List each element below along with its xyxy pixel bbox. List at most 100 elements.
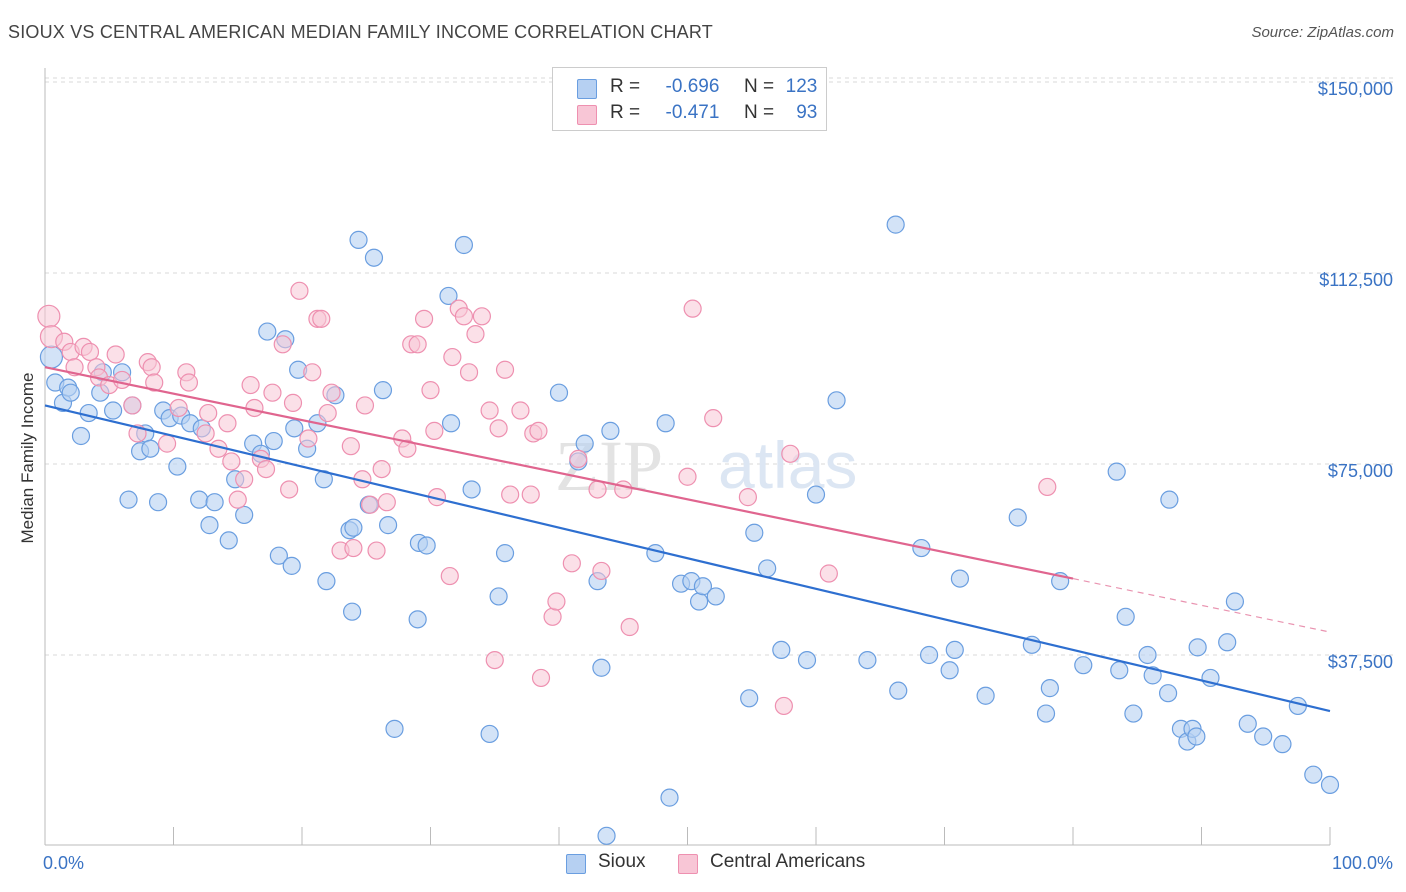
central-americans-point [511,401,530,420]
sioux-point [1143,666,1162,685]
sioux-point [950,569,970,588]
sioux-point [693,577,713,596]
sioux-point [282,556,301,575]
sioux-point [190,490,209,509]
central-americans-point [299,429,318,448]
central-americans-point [421,381,440,400]
sioux-point [417,536,436,555]
sioux-points [39,215,1340,845]
sioux-point [79,403,98,423]
central-americans-point [454,307,474,326]
sioux-trend-line [44,404,1331,713]
central-americans-point [614,480,633,499]
central-americans-point [1038,477,1057,497]
x-tick-label-min: 0.0% [43,853,84,873]
x-tick-label-max: 100.0% [1332,853,1393,873]
sioux-point [1158,684,1178,703]
sioux-point [976,686,995,705]
central-americans-point [123,396,142,415]
central-americans-point [196,424,215,443]
central-americans-point [543,607,562,626]
y-tick-label: $150,000 [1318,79,1393,99]
watermark-atlas: atlas [718,428,857,502]
sioux-point [378,516,398,535]
central-americans-point [501,485,520,504]
sioux-legend-label: Sioux [598,851,646,872]
central-americans-swatch [577,105,597,125]
legend-n-label: N = [743,102,775,123]
central-americans-point [37,304,61,328]
central-americans-point [466,325,485,344]
sioux-point [827,391,846,410]
sioux-point [258,322,277,341]
sioux-point [219,531,238,550]
central-americans-point [408,335,427,354]
chart-source: Source: ZipAtlas.com [1251,24,1394,41]
y-tick-label: $112,500 [1319,270,1393,290]
central-americans-point [318,403,337,423]
y-axis-label: Median Family Income [18,372,37,543]
sioux-point [689,592,709,611]
central-americans-trend-extension [1072,578,1331,633]
central-americans-point [312,309,331,328]
central-americans-point [106,345,125,364]
watermark: ZIP atlas [555,426,857,506]
central-americans-point [738,488,757,507]
central-americans-point [142,358,161,377]
sioux-point [1040,679,1059,698]
legend-n-value-sioux: 123 [785,76,818,97]
sioux-point [454,235,474,255]
sioux-point [344,518,363,537]
central-americans-point [440,566,459,586]
sioux-point [1273,735,1292,754]
central-americans-legend-label: Central Americans [710,851,866,872]
central-americans-legend-swatch [678,854,698,874]
sioux-point [758,559,777,578]
central-americans-point [256,459,276,479]
central-americans-point [398,439,417,458]
sioux-point [945,640,964,660]
central-americans-point [80,342,100,362]
sioux-point [385,719,404,738]
sioux-point [364,248,384,267]
sioux-point [1008,508,1027,527]
sioux-point [148,493,168,512]
sioux-point [919,645,939,665]
sioux-point [235,505,254,525]
sioux-point [1107,462,1126,481]
central-americans-points [37,281,1057,716]
central-americans-point [241,375,260,395]
sioux-point [285,419,304,438]
sioux-point [1320,775,1340,794]
trend-lines [44,366,1331,713]
sioux-point [439,286,458,306]
sioux-point [1188,638,1207,657]
sioux-point [1160,490,1179,509]
sioux-point [1238,714,1257,733]
chart-title: SIOUX VS CENTRAL AMERICAN MEDIAN FAMILY … [8,22,713,42]
sioux-point [71,426,91,446]
central-americans-point [344,538,363,558]
central-americans-trend-line [44,366,1074,580]
central-americans-point [425,421,444,440]
central-americans-point [683,299,702,318]
sioux-point [317,572,336,591]
sioux-point [1218,633,1237,652]
sioux-point [373,381,393,400]
tick-labels: $37,500 $75,000 $112,500 $150,000 0.0% 100.0% [43,79,1393,873]
central-americans-point [620,617,639,637]
sioux-point [441,414,461,433]
central-americans-point [547,592,566,611]
central-americans-point [157,434,177,453]
central-americans-point [222,452,241,471]
central-americans-point [531,668,551,688]
legend-r-value-central-americans: -0.471 [665,102,720,123]
central-americans-point [303,363,322,382]
central-americans-point [199,403,218,423]
sioux-point [656,414,675,433]
sioux-point [1116,607,1135,626]
central-americans-point [273,335,292,354]
sioux-point [889,681,908,700]
legend-r-value-sioux: -0.696 [665,76,720,97]
